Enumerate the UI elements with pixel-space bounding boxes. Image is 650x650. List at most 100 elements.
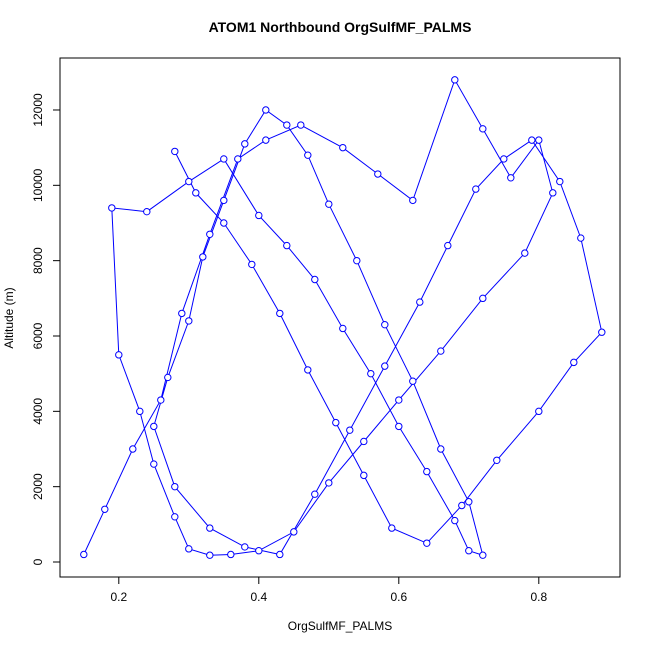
data-point: [353, 256, 361, 265]
data-point: [381, 320, 389, 329]
y-tick-label: 6000: [31, 322, 45, 349]
data-point: [325, 479, 333, 487]
data-line: [83, 78, 603, 556]
data-point: [171, 513, 179, 521]
data-point: [374, 170, 382, 178]
y-tick-label: 8000: [31, 247, 45, 274]
data-point: [220, 219, 228, 227]
data-point: [80, 550, 88, 559]
data-point: [598, 328, 606, 336]
data-point: [241, 140, 249, 148]
x-tick-label: 0.8: [530, 590, 547, 604]
data-point: [206, 524, 214, 532]
data-point: [234, 155, 242, 163]
data-point: [290, 528, 298, 536]
y-tick-label: 10000: [31, 168, 45, 202]
data-point: [325, 200, 333, 208]
data-point: [220, 196, 228, 205]
data-point: [388, 524, 396, 532]
data-point: [409, 377, 417, 385]
data-point: [339, 324, 347, 333]
data-point: [395, 422, 403, 431]
data-point: [444, 241, 452, 250]
x-tick-label: 0.4: [250, 590, 267, 604]
data-point: [164, 373, 172, 382]
data-point: [241, 543, 249, 551]
y-tick-label: 0: [31, 558, 45, 565]
data-point: [150, 422, 158, 431]
data-point: [101, 505, 109, 513]
data-point: [136, 407, 144, 416]
x-tick-label: 0.6: [390, 590, 407, 604]
data-point: [423, 467, 431, 476]
data-point: [577, 234, 585, 242]
data-point: [150, 460, 158, 468]
data-point: [115, 351, 123, 359]
data-point: [535, 136, 543, 144]
data-point: [171, 147, 179, 156]
y-tick-label: 12000: [31, 93, 45, 127]
data-point: [129, 445, 137, 453]
data-point: [339, 143, 347, 152]
data-point: [458, 501, 466, 510]
y-axis-label: Altitude (m): [2, 287, 16, 348]
data-point: [500, 155, 508, 163]
data-point: [185, 317, 193, 325]
data-point: [255, 547, 263, 555]
data-point: [283, 241, 291, 250]
data-point: [549, 189, 557, 197]
data-point: [416, 298, 424, 306]
y-tick-label: 2000: [31, 473, 45, 500]
data-point: [206, 551, 214, 559]
data-point: [262, 106, 270, 114]
y-tick-label: 4000: [31, 398, 45, 425]
chart-title: ATOM1 Northbound OrgSulfMF_PALMS: [209, 19, 472, 35]
data-point: [493, 456, 501, 465]
data-point: [360, 437, 368, 446]
data-point: [465, 547, 473, 555]
data-point: [556, 177, 564, 186]
data-point: [199, 253, 207, 261]
data-point: [479, 551, 487, 559]
data-point: [409, 196, 417, 205]
data-point: [276, 550, 284, 559]
data-point: [185, 177, 193, 186]
data-point: [276, 309, 284, 318]
x-tick-label: 0.2: [110, 590, 127, 604]
data-point: [178, 309, 186, 318]
data-point: [423, 539, 431, 547]
data-point: [381, 362, 389, 370]
data-point: [395, 396, 403, 404]
data-point: [297, 121, 305, 129]
data-point: [451, 76, 459, 84]
data-point: [157, 396, 165, 404]
data-point: [437, 445, 445, 453]
data-point: [108, 204, 116, 212]
data-point: [304, 366, 312, 374]
data-point: [479, 294, 487, 303]
data-point: [304, 151, 312, 159]
data-point: [311, 490, 319, 498]
data-point: [367, 369, 375, 378]
data-point: [521, 249, 529, 257]
data-point: [206, 230, 214, 238]
data-point: [535, 407, 543, 416]
data-point: [171, 482, 179, 491]
plot-box: [59, 57, 621, 578]
data-point: [311, 275, 319, 284]
data-point: [283, 121, 291, 129]
data-point: [570, 358, 578, 367]
data-point: [437, 347, 445, 355]
data-point: [451, 516, 459, 525]
data-point: [255, 211, 263, 220]
x-axis-label: OrgSulfMF_PALMS: [288, 619, 392, 633]
data-point: [262, 136, 270, 144]
data-point: [360, 471, 368, 480]
data-point: [227, 550, 235, 559]
data-point: [472, 185, 480, 193]
data-point: [346, 426, 354, 434]
data-point: [192, 189, 200, 197]
data-point: [248, 260, 256, 269]
data-point: [220, 155, 228, 163]
